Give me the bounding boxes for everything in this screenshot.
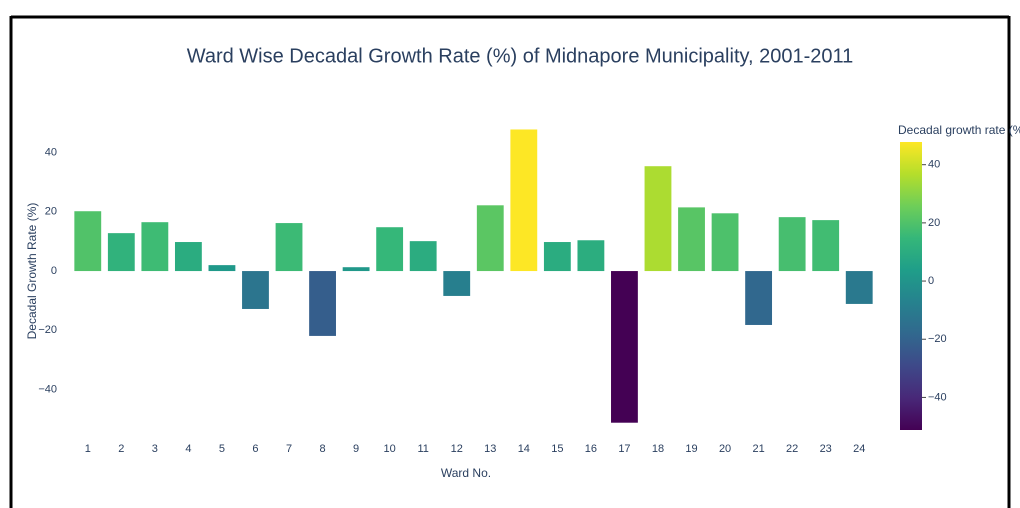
x-tick-label: 5 <box>219 443 225 455</box>
x-tick-label: 7 <box>286 443 292 455</box>
x-tick-label: 21 <box>752 443 764 455</box>
x-tick-label: 22 <box>786 443 798 455</box>
bar <box>275 223 303 272</box>
x-tick-label: 3 <box>152 443 158 455</box>
colorbar-tick-label: −40 <box>928 391 947 403</box>
bar <box>309 271 336 336</box>
x-tick-label: 15 <box>551 443 563 455</box>
x-axis-title: Ward No. <box>441 466 491 480</box>
x-tick-label: 1 <box>85 443 91 455</box>
bar <box>644 166 672 272</box>
y-axis-title: Decadal Growth Rate (%) <box>25 203 39 340</box>
y-tick-label: −40 <box>38 383 57 395</box>
x-tick-label: 19 <box>685 443 697 455</box>
y-tick-label: 0 <box>51 265 57 277</box>
x-tick-label: 6 <box>252 443 258 455</box>
bar <box>141 222 169 272</box>
bar <box>443 271 471 296</box>
x-tick-label: 20 <box>719 443 731 455</box>
bar <box>510 129 538 272</box>
bar <box>611 271 638 423</box>
x-tick-label: 18 <box>652 443 664 455</box>
x-tick-label: 2 <box>118 443 124 455</box>
x-tick-label: 4 <box>185 443 191 455</box>
colorbar-title: Decadal growth rate (%) <box>898 123 1020 137</box>
y-tick-label: 20 <box>45 206 57 218</box>
bar <box>74 211 102 272</box>
x-tick-label: 24 <box>853 443 865 455</box>
colorbar-tick-label: 20 <box>928 217 940 229</box>
bar <box>409 241 437 272</box>
bar <box>242 271 269 309</box>
colorbar-tick-label: 40 <box>928 159 940 171</box>
bar <box>543 242 571 272</box>
bar <box>174 242 202 272</box>
x-tick-label: 14 <box>518 443 530 455</box>
bar <box>342 267 370 272</box>
x-tick-label: 23 <box>820 443 832 455</box>
x-tick-label: 12 <box>451 443 463 455</box>
bar <box>778 217 806 272</box>
colorbar-tick-label: 0 <box>928 275 934 287</box>
bar <box>678 207 705 272</box>
x-tick-label: 9 <box>353 443 359 455</box>
bar <box>812 220 840 272</box>
bar <box>745 271 773 325</box>
x-tick-label: 10 <box>384 443 396 455</box>
x-tick-label: 17 <box>618 443 630 455</box>
bar <box>577 240 605 272</box>
x-tick-label: 8 <box>320 443 326 455</box>
x-tick-label: 11 <box>417 443 428 455</box>
x-tick-label: 13 <box>484 443 496 455</box>
bar <box>711 213 739 272</box>
chart-title: Ward Wise Decadal Growth Rate (%) of Mid… <box>187 45 854 67</box>
y-tick-label: 40 <box>45 146 57 158</box>
colorbar <box>900 142 922 430</box>
x-tick-label: 16 <box>585 443 597 455</box>
y-tick-label: −20 <box>38 324 57 336</box>
bar <box>208 265 236 272</box>
bar <box>845 271 873 304</box>
bar <box>376 227 404 272</box>
bar <box>107 233 135 272</box>
colorbar-tick-label: −20 <box>928 333 947 345</box>
bar <box>476 205 504 272</box>
